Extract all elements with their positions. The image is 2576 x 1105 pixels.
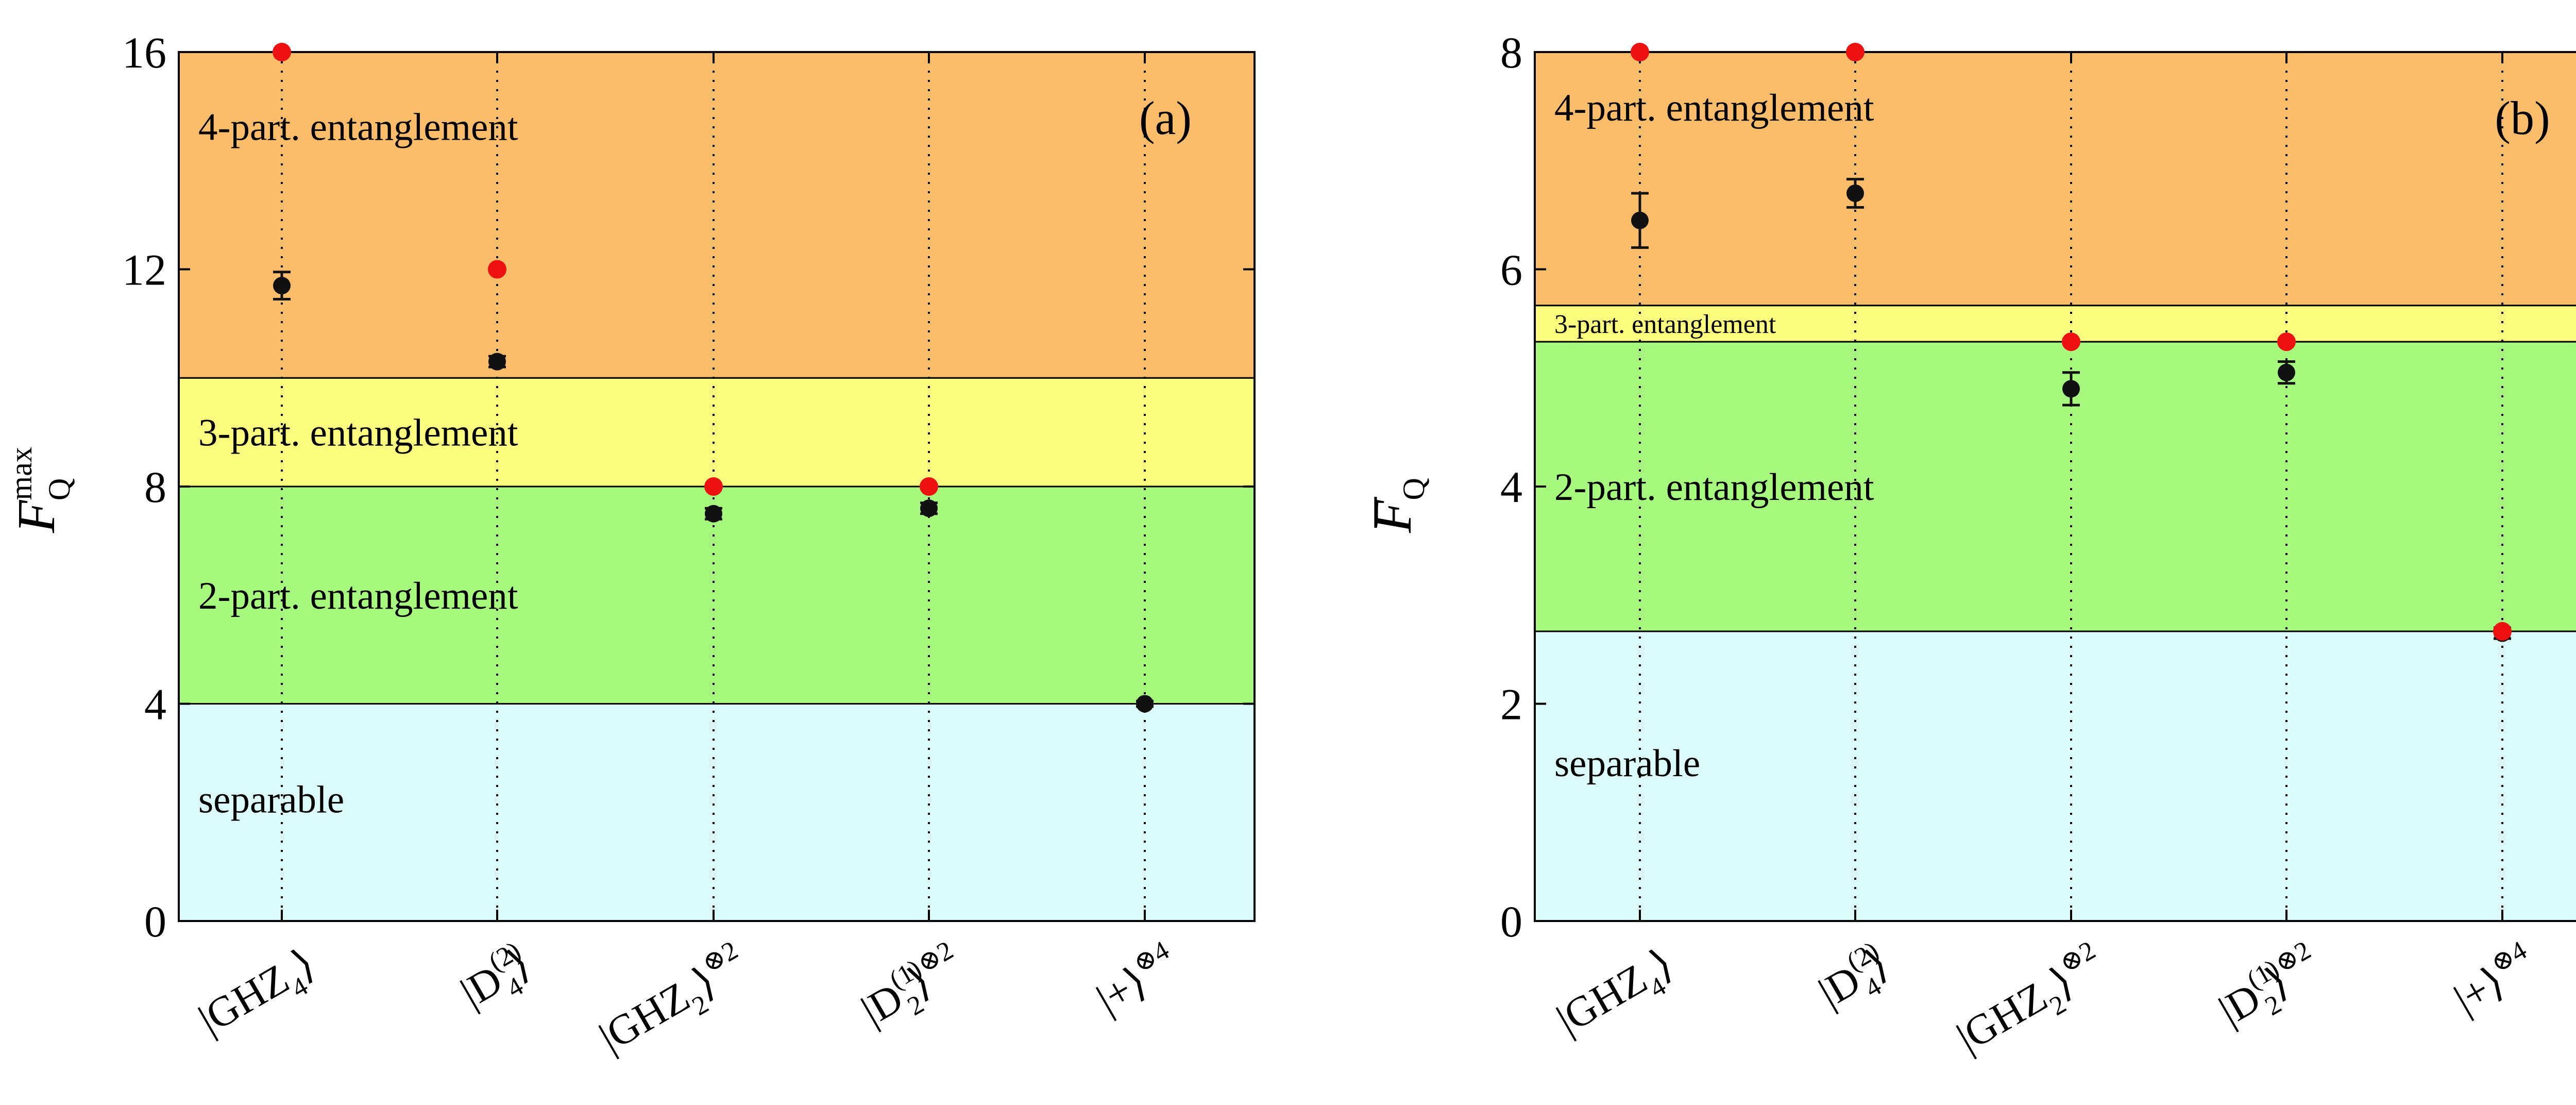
experiment-point <box>273 277 291 295</box>
region-label: 4-part. entanglement <box>1554 87 1874 129</box>
y-tick-label: 2 <box>1500 680 1522 729</box>
theory-point <box>2277 332 2296 351</box>
y-axis-label: Fmax Q <box>4 447 76 533</box>
experiment-point <box>1846 184 1864 202</box>
y-axis-label: FQ <box>1363 478 1431 533</box>
panel-tag: (a) <box>1139 92 1192 144</box>
experiment-point <box>488 353 506 371</box>
chart-panel-a: separable 2-part. entanglement 3-part. ent… <box>4 28 1256 1069</box>
y-tick-label: 0 <box>1500 897 1522 946</box>
region-band <box>178 703 1256 922</box>
region-band <box>1534 305 2576 343</box>
y-tick-label: 8 <box>1500 28 1522 77</box>
x-category-label: |D(1)2⟩⊗2 <box>2208 935 2332 1042</box>
y-tick-label: 4 <box>1500 462 1522 512</box>
region-band <box>1534 51 2576 307</box>
experiment-point <box>705 505 722 523</box>
x-category-label: |+⟩⊗4 <box>1086 935 1185 1023</box>
theory-point <box>920 477 938 496</box>
y-tick-label: 0 <box>144 897 166 946</box>
region-label: 2-part. entanglement <box>1554 466 1874 509</box>
chart-panel-b: separable 2-part. entanglement 3-part. ent… <box>1363 28 2576 1069</box>
region-label: separable <box>198 778 344 821</box>
x-category-label: |D(2)4⟩ <box>450 935 543 1024</box>
theory-point <box>2062 332 2080 351</box>
theory-point <box>273 43 291 61</box>
y-tick-label: 4 <box>144 680 166 729</box>
y-tick-label: 8 <box>144 462 166 512</box>
theory-point <box>1846 43 1865 61</box>
x-category-label: |D(1)2⟩⊗2 <box>851 935 974 1042</box>
x-category-label: |GHZ4⟩ <box>191 940 327 1051</box>
theory-point <box>1631 43 1649 61</box>
y-tick-label: 12 <box>122 245 166 295</box>
experiment-point <box>1136 695 1154 713</box>
x-category-label: |GHZ4⟩ <box>1549 940 1685 1051</box>
experiment-point <box>1631 211 1649 229</box>
region-label: separable <box>1554 742 1700 785</box>
region-label: 2-part. entanglement <box>198 575 518 617</box>
experiment-point <box>2278 363 2295 381</box>
experiment-point <box>920 499 938 517</box>
x-category-label: |+⟩⊗4 <box>2444 935 2543 1023</box>
experiment-point <box>2062 380 2080 398</box>
panel-tag: (b) <box>2495 92 2550 144</box>
region-label: 3-part. entanglement <box>198 412 518 455</box>
theory-point <box>488 260 506 279</box>
region-band <box>178 485 1256 705</box>
region-band <box>1534 630 2576 922</box>
y-tick-label: 6 <box>1500 245 1522 295</box>
region-band <box>178 51 1256 379</box>
theory-point <box>704 477 723 496</box>
y-tick-label: 16 <box>122 28 166 77</box>
region-band <box>1534 341 2576 632</box>
x-category-label: |GHZ2⟩⊗2 <box>589 935 759 1069</box>
region-label: 3-part. entanglement <box>1554 310 1776 339</box>
x-category-label: |D(2)4⟩ <box>1808 935 1901 1024</box>
x-category-label: |GHZ2⟩⊗2 <box>1946 935 2116 1069</box>
theory-point <box>2493 622 2512 641</box>
region-label: 4-part. entanglement <box>198 106 518 149</box>
